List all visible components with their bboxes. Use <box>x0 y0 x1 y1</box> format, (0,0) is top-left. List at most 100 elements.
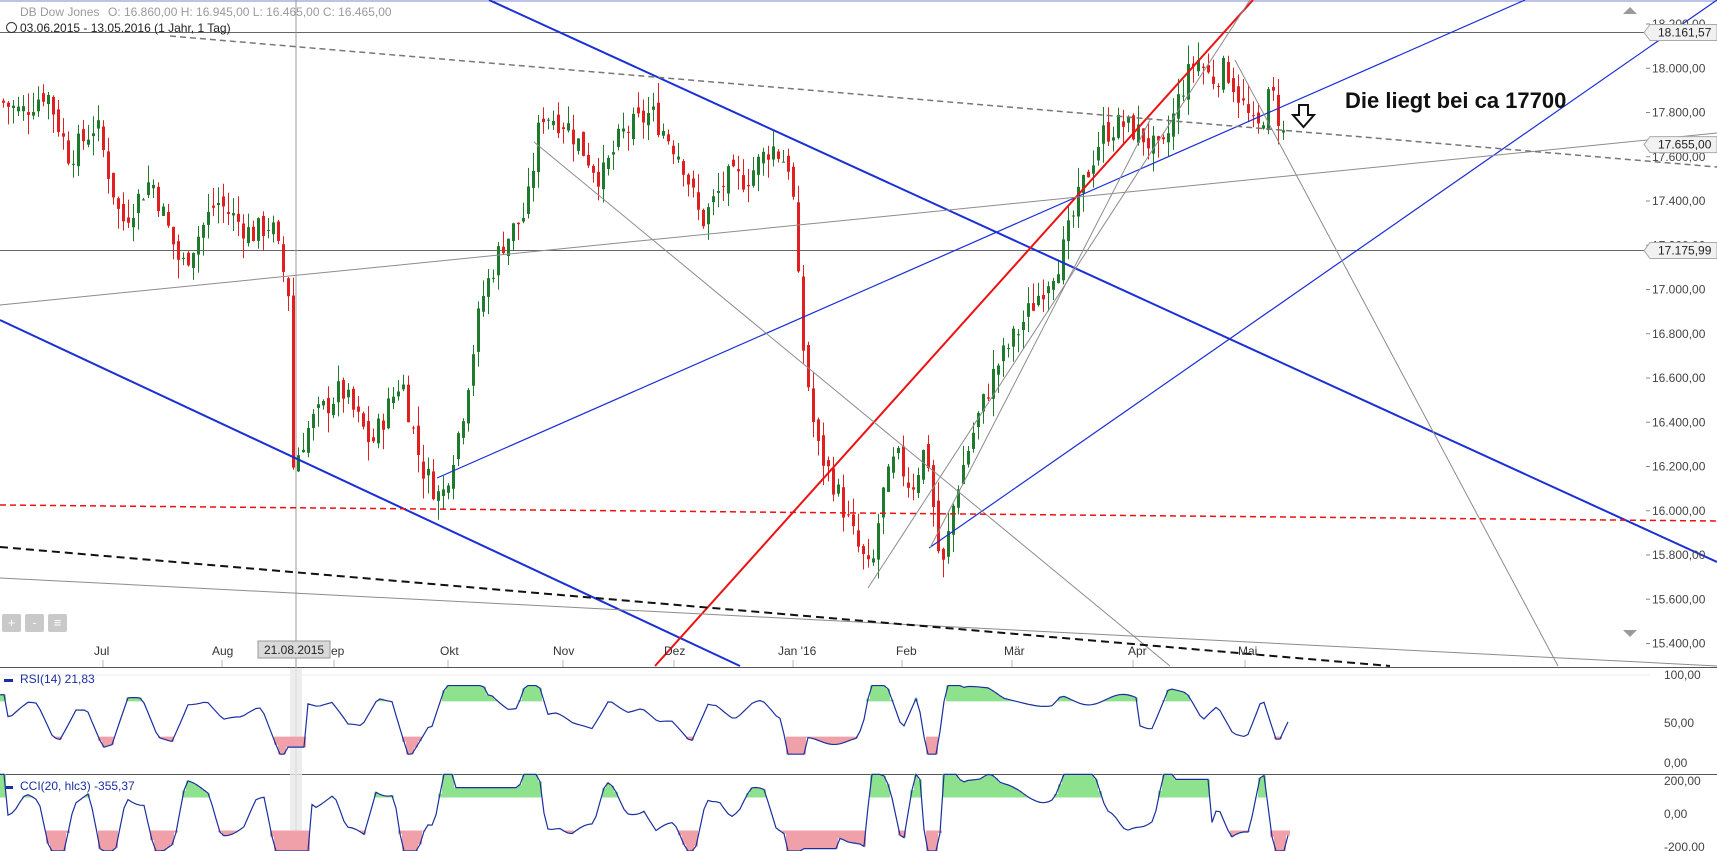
candle-body <box>512 223 515 242</box>
x-axis-label-2: ep <box>331 644 345 658</box>
candle-body <box>1187 64 1190 100</box>
candle-body <box>1087 171 1090 178</box>
candle-body <box>1182 95 1185 97</box>
candle-body <box>1037 295 1040 306</box>
candle-body <box>567 123 570 131</box>
candle-body <box>142 199 145 201</box>
candle-body <box>582 131 585 156</box>
candle-body <box>397 391 400 397</box>
x-axis-label-9: Apr <box>1128 644 1147 658</box>
price-tag-box-2 <box>1643 242 1717 260</box>
candle-body <box>1202 66 1205 68</box>
candle-body <box>592 165 595 173</box>
candle-body <box>377 418 380 444</box>
candle-body <box>352 388 355 410</box>
candle-body <box>822 435 825 466</box>
candle-body <box>962 465 965 484</box>
price-tick-label-2: 17.800,00 <box>1652 106 1706 120</box>
x-axis-label-0: Jul <box>94 644 109 658</box>
candle-body <box>127 217 130 223</box>
candle-body <box>802 276 805 351</box>
candle-body <box>1142 128 1145 143</box>
candle-body <box>417 425 420 456</box>
candle-body <box>1132 115 1135 140</box>
x-axis-label-5: Dez <box>664 644 685 658</box>
candle-body <box>847 514 850 516</box>
candle-body <box>1057 274 1060 284</box>
candle-body <box>442 489 445 496</box>
candle-body <box>557 114 560 134</box>
candle-body <box>1137 124 1140 143</box>
rsi-tick-label-1: 50,00 <box>1664 716 1694 730</box>
price-tick-label-9: 16.400,00 <box>1652 415 1706 429</box>
candle-body <box>677 156 680 160</box>
rsi-title: RSI(14) 21,83 <box>20 672 95 686</box>
candle-body <box>257 218 260 241</box>
candle-body <box>172 226 175 245</box>
candle-body <box>1247 104 1250 113</box>
candle-body <box>787 155 790 172</box>
candle-body <box>882 487 885 518</box>
candle-body <box>437 491 440 501</box>
candle-body <box>1027 303 1030 317</box>
candle-body <box>282 244 285 272</box>
candle-body <box>1122 121 1125 127</box>
candle-body <box>7 102 10 107</box>
candle-body <box>617 128 620 147</box>
candle-body <box>1072 215 1075 217</box>
candle-body <box>197 236 200 255</box>
candle-body <box>897 447 900 454</box>
candle-body <box>562 127 565 130</box>
price-tick-label-8: 16.600,00 <box>1652 371 1706 385</box>
candle-body <box>322 400 325 406</box>
zoom-out-button[interactable]: - <box>25 614 44 632</box>
candle-body <box>1077 186 1080 217</box>
x-axis-label-3: Okt <box>440 644 459 658</box>
candle-body <box>952 505 955 535</box>
candle-body <box>287 278 290 297</box>
candle-body <box>67 140 70 164</box>
candle-body <box>427 468 430 476</box>
candle-body <box>712 196 715 203</box>
candle-body <box>502 246 505 254</box>
trendline-gray-cross3 <box>1234 59 1559 667</box>
candle-body <box>452 464 455 489</box>
trendline-dashed-black <box>0 546 1391 667</box>
candle-body <box>1102 125 1105 144</box>
candle-body <box>187 252 190 266</box>
candle-body <box>1212 76 1215 84</box>
candle-body <box>182 257 185 259</box>
price-tag-2: 17.175,99 <box>1658 244 1712 258</box>
candle-body <box>362 413 365 427</box>
candle-body <box>922 450 925 480</box>
menu-button[interactable]: ≡ <box>48 614 67 632</box>
candle-body <box>387 398 390 429</box>
candle-body <box>687 174 690 185</box>
date-range-row[interactable]: 03.06.2015 - 13.05.2016 (1 Jahr, 1 Tag) <box>6 21 231 35</box>
scroll-up-arrow[interactable] <box>1623 7 1637 14</box>
candle-body <box>487 278 490 297</box>
candle-body <box>457 433 460 460</box>
candle-body <box>1217 86 1220 88</box>
cci-oversold-fill <box>46 830 1290 851</box>
candle-body <box>1112 137 1115 141</box>
candle-body <box>682 161 685 175</box>
price-tick-label-7: 16.800,00 <box>1652 327 1706 341</box>
candle-body <box>1267 89 1270 131</box>
candle-body <box>1022 321 1025 330</box>
candle-body <box>327 397 330 414</box>
scroll-down-arrow[interactable] <box>1623 630 1637 637</box>
candle-body <box>537 122 540 173</box>
candle-body <box>972 432 975 449</box>
candle-body <box>272 222 275 235</box>
candle-body <box>1017 334 1020 336</box>
zoom-in-button[interactable]: + <box>2 614 21 632</box>
candle-body <box>982 394 985 412</box>
candle-body <box>1222 57 1225 90</box>
price-tick-label-13: 15.600,00 <box>1652 592 1706 606</box>
candle-body <box>692 178 695 188</box>
candle-body <box>832 468 835 495</box>
candle-body <box>1167 133 1170 143</box>
